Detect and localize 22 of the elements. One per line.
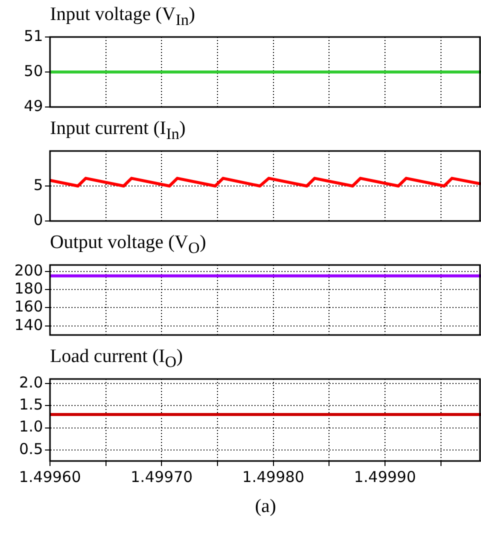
y-tick-label: 5 (33, 176, 43, 194)
chart-title: Input voltage (V$_{In}$) (50, 4, 196, 29)
chart-title: Output voltage (V$_{O}$) (50, 232, 208, 257)
chart-title: Load current (I$_{O}$) (50, 346, 184, 371)
y-tick-label: 160 (14, 298, 43, 316)
y-tick-label: 1.5 (19, 395, 43, 414)
y-tick-label: 180 (14, 279, 43, 298)
y-tick-label: 49 (24, 96, 43, 115)
x-tick-label: 1.49960 (18, 468, 82, 486)
y-tick-label: 0.5 (19, 440, 43, 458)
y-tick-label: 140 (14, 316, 43, 334)
x-tick-label: 1.49990 (354, 468, 416, 486)
y-tick-label: 0 (33, 210, 43, 229)
x-tick-label: 1.49970 (130, 468, 193, 486)
y-tick-label: 50 (24, 62, 43, 80)
y-tick-label: 1.0 (19, 418, 43, 436)
y-tick-label: 51 (24, 26, 43, 45)
y-tick-label: 200 (14, 261, 43, 280)
text: (a) (254, 496, 278, 518)
chart-title: Input current (I$_{In}$) (50, 118, 187, 143)
y-tick-label: 2.0 (19, 373, 43, 392)
x-tick-label: 1.49980 (242, 468, 304, 486)
